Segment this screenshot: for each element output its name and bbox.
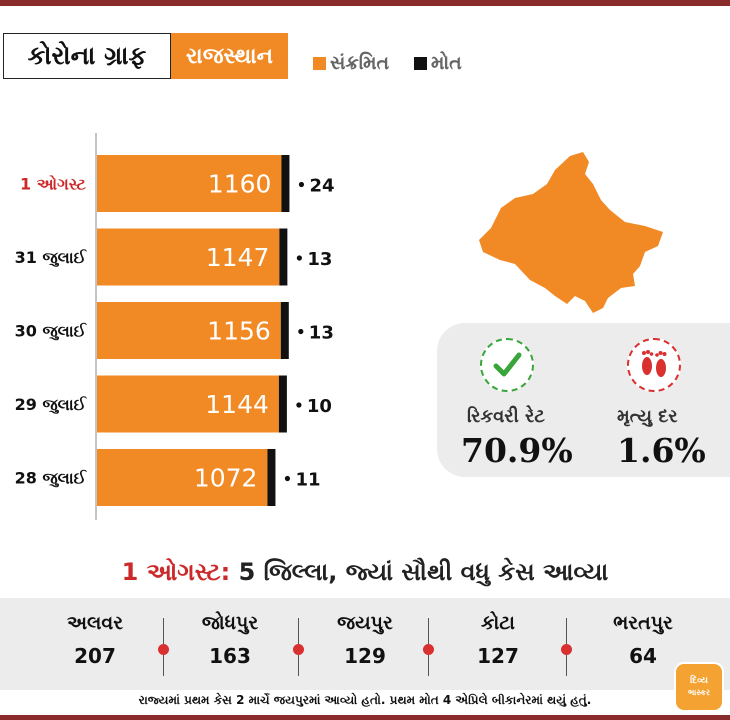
legend-infected-label: સંક્રમિત [330, 52, 390, 74]
category-label: 31 જુલાઈ [15, 248, 88, 268]
bar-infected [97, 155, 282, 212]
footnote: રાજ્યમાં પ્રથમ કેસ 2 માર્ચે જયપુરમાં આવ્… [138, 693, 592, 707]
legend-infected: સંક્રમિત [313, 52, 389, 74]
district-value: 163 [209, 644, 251, 668]
cases-bar-chart: 1160 24 1 ઓગસ્ટ 1147 13 31 જુલાઈ 1156 13 30 જુલા… [15, 133, 335, 520]
district-name: જયપુર [337, 612, 393, 634]
bar-deaths [267, 449, 276, 506]
data-label-deaths: 10 [307, 396, 332, 417]
category-label: 30 જુલાઈ [15, 322, 88, 342]
logo-line2: ભાસ્કર [687, 688, 711, 697]
district-divider [158, 618, 169, 676]
district-heading-text: 5 જિલ્લા, જ્યાં સૌથી વધુ કેસ આવ્યા [230, 558, 609, 586]
data-label-deaths: 13 [307, 249, 332, 270]
rajasthan-map-icon [479, 152, 663, 313]
bar-deaths [279, 228, 288, 286]
bar-infected [97, 228, 280, 286]
legend-deaths: મોત [414, 52, 462, 74]
data-label-deaths: 13 [309, 323, 334, 344]
district-item: જોધપુર 163 [175, 612, 285, 668]
legend-swatch-infected [313, 56, 326, 70]
divider-dot [293, 644, 304, 655]
district-divider [561, 618, 572, 676]
category-label: 29 જુલાઈ [15, 395, 88, 415]
data-label-infected: 1156 [207, 317, 271, 346]
category-label: 1 ઓગસ્ટ [20, 174, 87, 194]
death-rate-circle [627, 338, 681, 392]
death-label-dot [296, 255, 302, 261]
bottom-border [0, 715, 730, 720]
district-heading-date: 1 ઓગસ્ટ: [121, 558, 231, 586]
data-label-infected: 1147 [206, 243, 270, 272]
district-item: કોટા 127 [443, 612, 553, 668]
data-label-infected: 1160 [208, 170, 272, 199]
district-name: જોધપુર [201, 612, 259, 634]
district-item: ભરતપુર 64 [588, 612, 698, 668]
death-label-dot [296, 402, 302, 408]
district-divider [293, 618, 304, 676]
recovery-value: 70.9% [461, 431, 573, 470]
divya-bhaskar-logo: દિવ્ય ભાસ્કર [676, 664, 722, 710]
data-label-deaths: 24 [309, 176, 334, 197]
footprints-icon [642, 350, 667, 377]
district-item: જયપુર 129 [310, 612, 420, 668]
district-value: 127 [477, 644, 519, 668]
bar-deaths [280, 302, 289, 359]
legend-deaths-label: મોત [431, 52, 462, 74]
death-label-dot [298, 328, 304, 335]
stats-panel: રિકવરી રેટ મૃત્યુ દર 70.9% 1.6% [437, 323, 730, 477]
state-badge: રાજસ્થાન [171, 33, 288, 79]
district-heading: 1 ઓગસ્ટ: 5 જિલ્લા, જ્યાં સૌથી વધુ કેસ આવ… [0, 558, 730, 586]
category-label: 28 જુલાઈ [15, 469, 88, 489]
district-name: કોટા [481, 612, 515, 634]
data-label-infected: 1072 [194, 464, 258, 493]
bar-infected [97, 375, 279, 433]
logo-line1: દિવ્ય [690, 676, 708, 686]
district-divider [423, 618, 434, 676]
top-border [0, 0, 730, 6]
data-label-infected: 1144 [205, 390, 269, 419]
bar-deaths [278, 375, 287, 433]
district-name: અલવર [66, 612, 124, 634]
death-label-dot [284, 475, 291, 482]
district-value: 64 [629, 644, 657, 668]
divider-dot [561, 644, 572, 655]
district-value: 129 [344, 644, 386, 668]
death-rate-label: મૃત્યુ દર [617, 406, 678, 427]
district-item: અલવર 207 [40, 612, 150, 668]
district-panel: અલવર 207 જોધપુર 163 જયપુર 129 કોટા 127 ભ… [0, 598, 730, 690]
recovery-circle [480, 338, 534, 392]
divider-dot [158, 644, 169, 655]
divider-dot [423, 644, 434, 655]
data-label-deaths: 11 [295, 470, 320, 491]
recovery-label: રિકવરી રેટ [467, 406, 545, 427]
death-rate-value: 1.6% [617, 431, 706, 470]
check-icon [493, 352, 522, 377]
bar-infected [97, 449, 268, 506]
page-title: કોરોના ગ્રાફ [3, 33, 171, 79]
death-label-dot [298, 181, 305, 188]
district-value: 207 [74, 644, 116, 668]
bar-infected [97, 302, 281, 359]
district-name: ભરતપુર [613, 612, 673, 634]
bar-deaths [281, 155, 290, 212]
legend-swatch-deaths [414, 56, 427, 70]
